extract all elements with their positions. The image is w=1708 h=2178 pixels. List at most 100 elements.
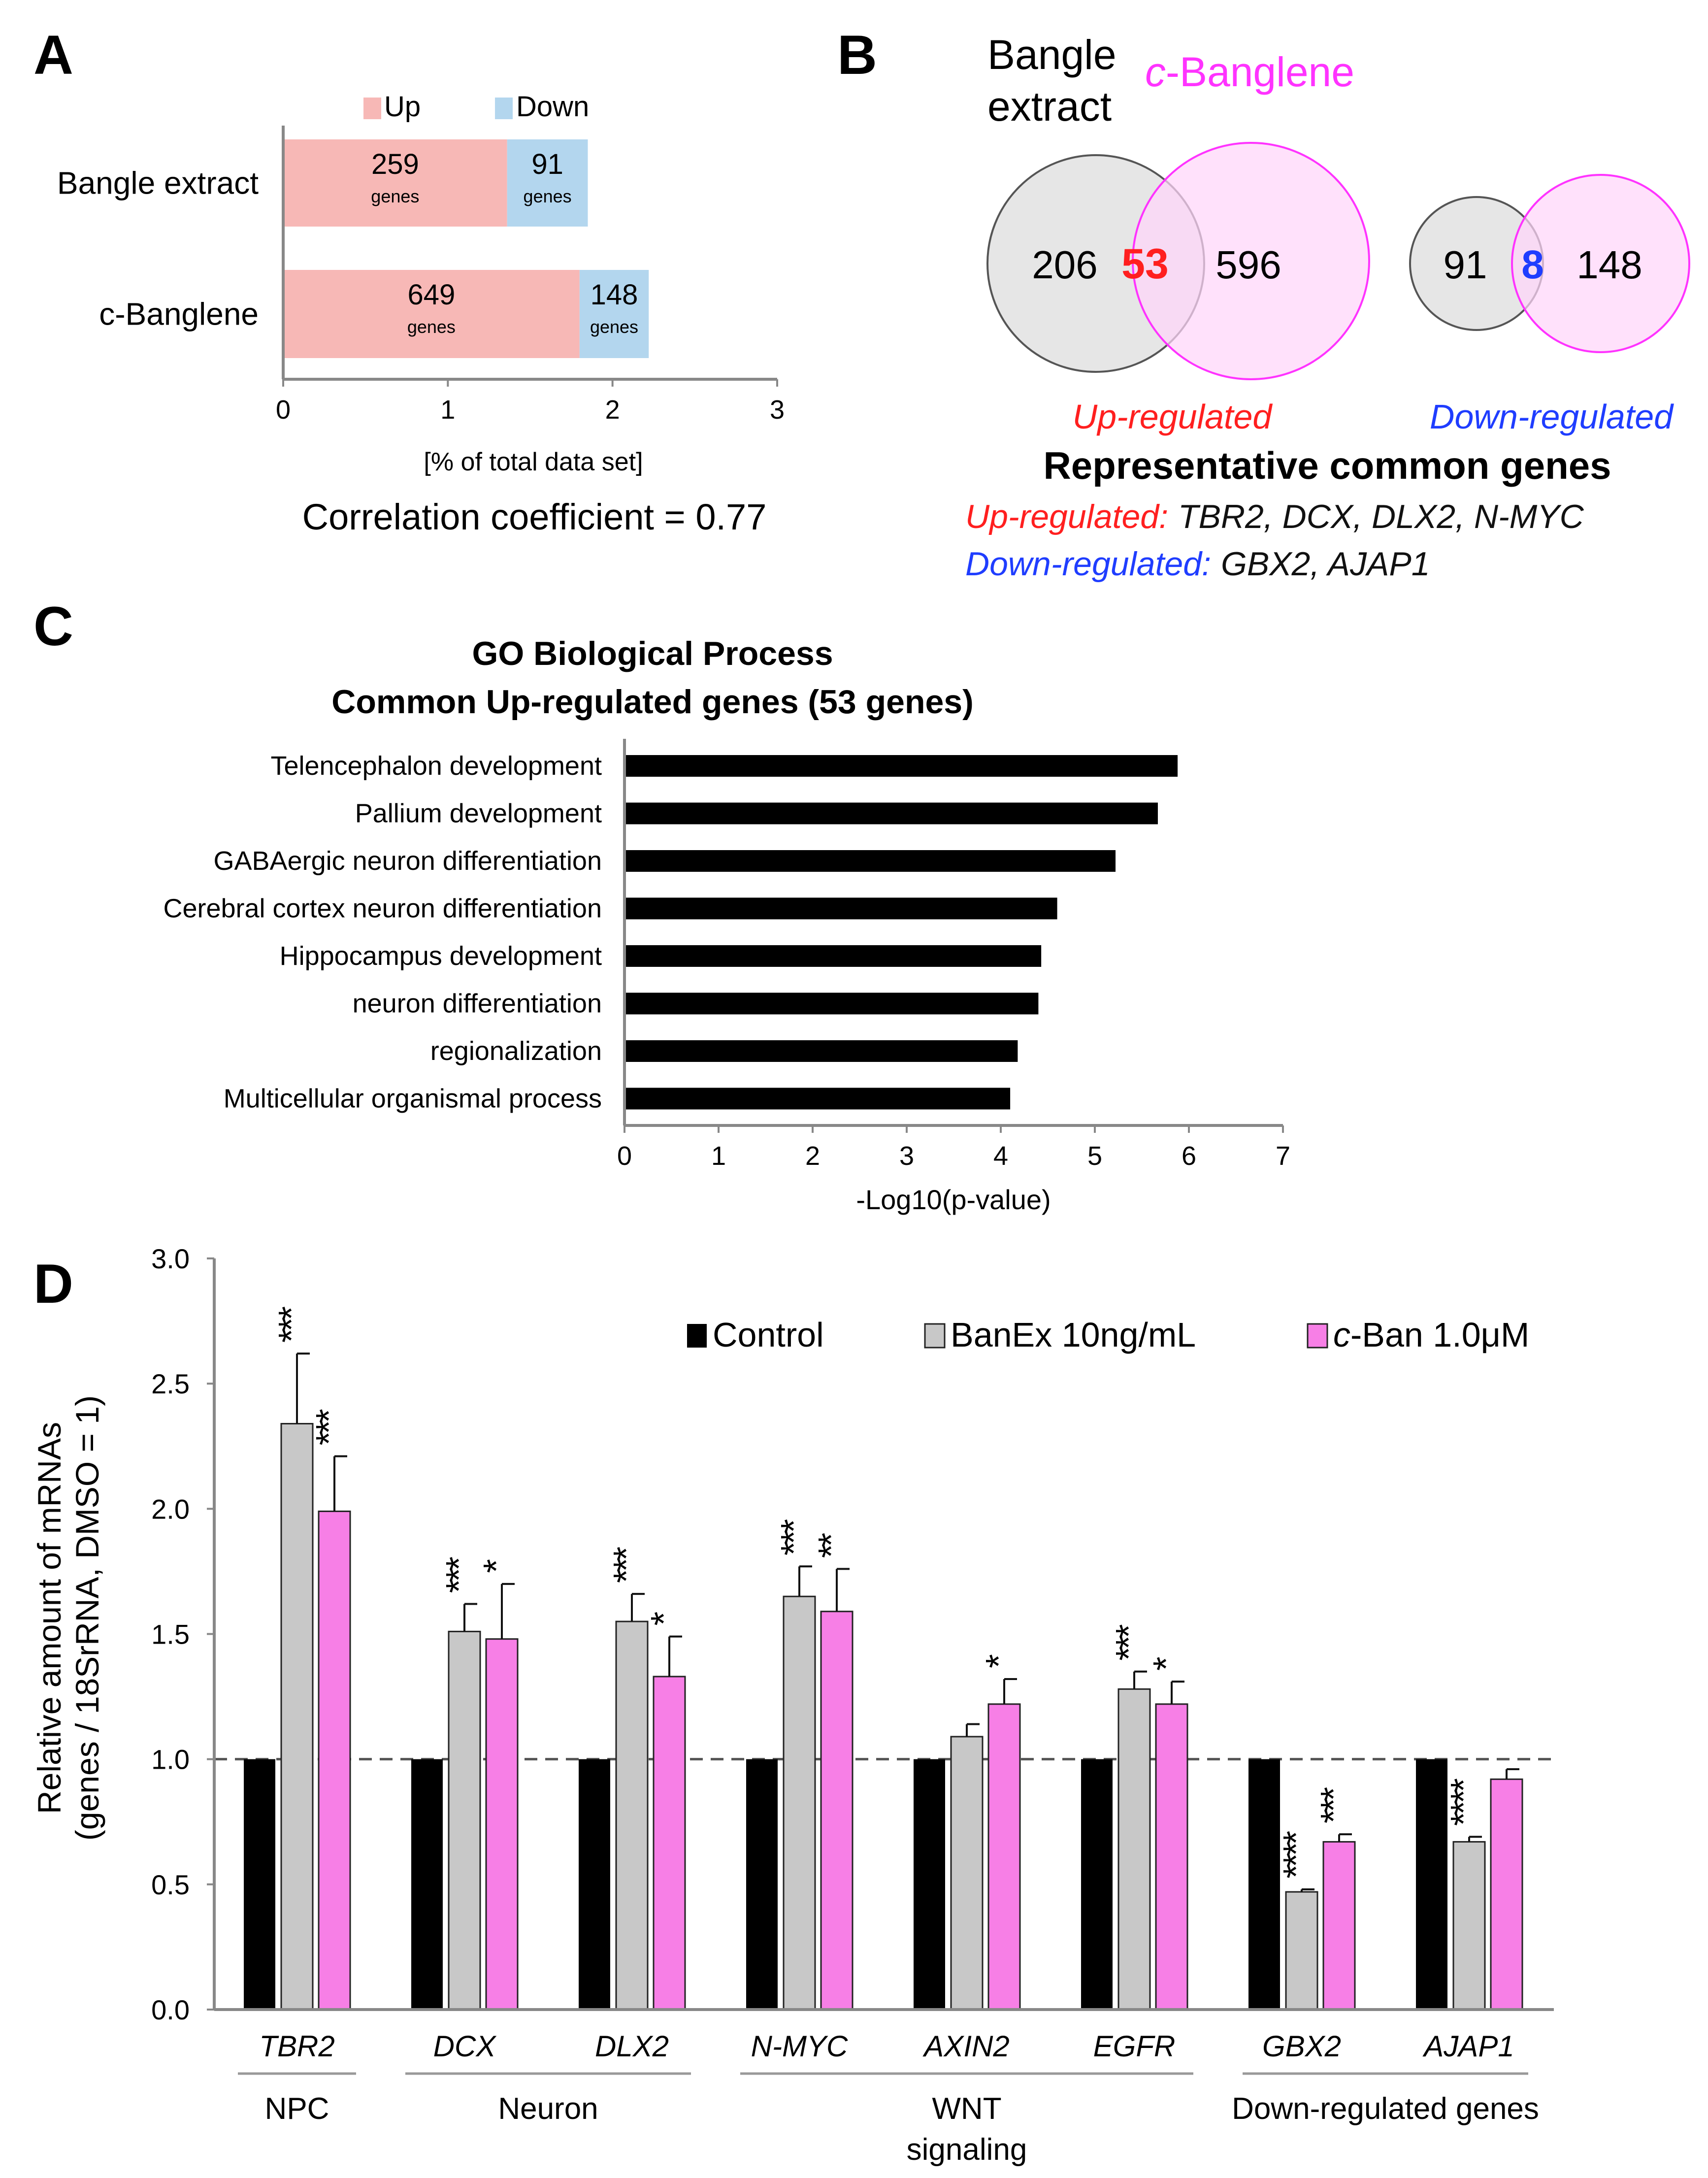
d-y-tick-label: 3.0 (151, 1243, 190, 1274)
d-bar-control (1416, 1759, 1447, 2010)
d-legend-swatch-banex (924, 1323, 946, 1349)
c-category-label: Hippocampus development (280, 941, 602, 971)
panel-label-a: A (33, 24, 73, 86)
a-bar-value: 91 (531, 148, 563, 180)
d-bar-banex (615, 1620, 649, 2011)
c-bar (624, 755, 1178, 777)
a-x-tick-label: 1 (440, 395, 455, 425)
panel-label-b: B (837, 24, 877, 86)
d-bar-cban (820, 1611, 854, 2011)
d-category-label: DLX2 (595, 2030, 669, 2063)
d-y-tick-label: 1.0 (151, 1744, 190, 1775)
d-group-label: Neuron (498, 2092, 598, 2126)
d-bar-control (1248, 1759, 1280, 2010)
d-legend-label-banex: BanEx 10ng/mL (951, 1316, 1196, 1354)
c-category-label: Cerebral cortex neuron differentiation (163, 894, 602, 924)
d-legend-label-cban: c-Ban 1.0μM (1333, 1316, 1529, 1354)
d-category-label: AJAP1 (1422, 2030, 1514, 2063)
d-bar-banex (783, 1595, 816, 2011)
d-bar-cban (485, 1638, 519, 2011)
d-bar-cban (318, 1510, 351, 2011)
a-bar-unit: genes (407, 317, 456, 337)
d-category-label: TBR2 (259, 2030, 334, 2063)
panel-label-d: D (33, 1253, 73, 1315)
d-y-tick-label: 2.5 (151, 1368, 190, 1399)
a-x-tick-label: 0 (276, 395, 291, 425)
d-significance-mark: *** (271, 1307, 312, 1343)
a-bar-value: 148 (591, 279, 638, 311)
a-bar-down (507, 139, 588, 227)
c-bar (624, 1040, 1018, 1062)
c-x-tick-label: 7 (1276, 1141, 1290, 1171)
d-bar-control (579, 1759, 610, 2010)
d-category-label: GBX2 (1262, 2030, 1341, 2063)
d-significance-mark: *** (773, 1519, 814, 1556)
c-x-tick-label: 1 (711, 1141, 726, 1171)
d-bar-banex (1117, 1688, 1151, 2011)
d-bar-banex (448, 1630, 481, 2011)
c-bar (624, 897, 1057, 920)
common-genes-up-list: TBR2, DCX, DLX2, N-MYC (1178, 498, 1584, 535)
d-bar-cban (1490, 1778, 1523, 2011)
c-category-label: Telencephalon development (271, 751, 602, 781)
a-bar-unit: genes (371, 186, 419, 206)
d-legend-label-control: Control (713, 1316, 824, 1354)
d-group-label-line2: signaling (907, 2133, 1027, 2167)
d-bar-cban (1155, 1703, 1188, 2011)
d-bar-cban (653, 1676, 686, 2011)
d-category-label: AXIN2 (922, 2030, 1009, 2063)
c-x-tick-label: 6 (1182, 1141, 1196, 1171)
d-significance-mark: **** (1443, 1779, 1484, 1826)
d-significance-mark: * (643, 1612, 684, 1626)
a-bar-value: 259 (371, 148, 419, 180)
d-y-tick-label: 0.0 (151, 1994, 190, 2025)
d-significance-mark: *** (1108, 1624, 1149, 1661)
venn-down-only1: 91 (1444, 243, 1487, 287)
a-bar-unit: genes (524, 186, 572, 206)
venn-set2-label-prefix: c (1145, 49, 1166, 95)
d-group-label: Down-regulated genes (1232, 2092, 1539, 2126)
c-category-label: Multicellular organismal process (224, 1084, 602, 1114)
venn-down-common: 8 (1521, 242, 1544, 287)
venn-down-only2: 148 (1577, 243, 1642, 287)
a-bar-up (283, 270, 580, 358)
venn-up-only2: 596 (1215, 243, 1281, 287)
a-bar-value: 649 (408, 279, 456, 311)
d-ylabel-line1: Relative amount of mRNAs (31, 1422, 67, 1814)
common-genes-down-list: GBX2, AJAP1 (1221, 545, 1430, 583)
c-x-tick-label: 0 (617, 1141, 632, 1171)
c-bar (624, 850, 1116, 872)
c-bar (624, 945, 1042, 967)
venn-set1-label-line1: Bangle (987, 32, 1117, 78)
d-legend-swatch-cban (1307, 1323, 1328, 1349)
legend-up-label: Up (384, 91, 421, 123)
d-bar-cban (987, 1703, 1021, 2011)
common-genes-down-prefix: Down-regulated: (965, 545, 1211, 583)
d-bar-control (411, 1759, 443, 2010)
d-bar-cban (1322, 1841, 1356, 2011)
venn-set1-label-line2: extract (987, 83, 1112, 130)
common-genes-up-prefix: Up-regulated: (965, 498, 1168, 535)
legend-down-swatch (495, 98, 513, 119)
d-y-tick-label: 2.0 (151, 1493, 190, 1524)
d-significance-mark: *** (1313, 1787, 1354, 1824)
d-y-tick-label: 0.5 (151, 1869, 190, 1900)
c-x-tick-label: 5 (1087, 1141, 1102, 1171)
a-bar-up (283, 139, 507, 227)
venn-up-label: Up-regulated (1073, 397, 1273, 436)
venn-down-label: Down-regulated (1430, 397, 1674, 436)
c-x-tick-label: 4 (993, 1141, 1008, 1171)
panel-a-chart: Up Down Bangle extract 259 genes 91 genes c-B… (57, 91, 785, 537)
a-x-axis-label: [% of total data set] (424, 448, 643, 476)
c-bar (624, 992, 1039, 1015)
d-significance-mark: *** (438, 1557, 479, 1593)
a-category-label: Bangle extract (57, 165, 259, 201)
c-bar (624, 802, 1158, 825)
venn-set2-label-rest: -Banglene (1166, 49, 1354, 95)
d-bar-banex (950, 1736, 984, 2011)
venn-down-set2-circle (1511, 174, 1690, 353)
d-bar-control (1081, 1759, 1113, 2010)
d-bar-banex (280, 1423, 314, 2011)
c-x-tick-label: 3 (899, 1141, 914, 1171)
c-category-label: neuron differentiation (353, 989, 602, 1019)
